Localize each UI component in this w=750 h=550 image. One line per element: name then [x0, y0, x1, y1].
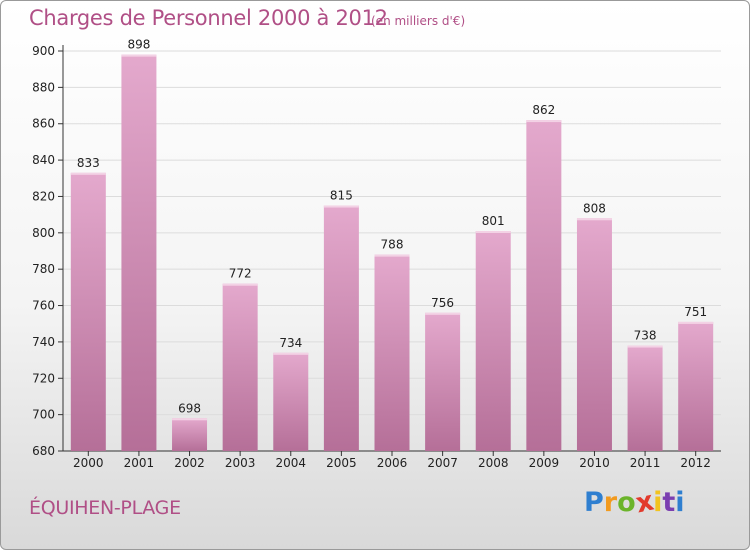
data-label-2009: 862 [532, 103, 555, 117]
bar-2006 [374, 254, 410, 451]
bar-2007 [425, 312, 461, 451]
bar-highlight [526, 120, 562, 123]
x-tick-label: 2012 [680, 456, 711, 470]
bar-chart: 680 700 720 740 760 780 800 820 840 860 880 900 2000… [32, 38, 721, 470]
x-tick-label: 2008 [478, 456, 509, 470]
bar-2002 [172, 418, 208, 451]
data-label-2010: 808 [583, 201, 606, 215]
x-tick-label: 2007 [427, 456, 458, 470]
data-label-2012: 751 [684, 305, 707, 319]
y-tick-label: 720 [32, 371, 55, 385]
data-label-2002: 698 [178, 401, 201, 415]
y-tick-label: 840 [32, 153, 55, 167]
data-label-2008: 801 [482, 214, 505, 228]
bar-highlight [222, 283, 258, 286]
x-tick-label: 2001 [124, 456, 155, 470]
data-label-2001: 898 [127, 38, 150, 52]
bar-2011 [627, 345, 663, 451]
bar-highlight [576, 218, 612, 221]
x-tick-label: 2005 [326, 456, 357, 470]
bar-2010 [576, 218, 612, 451]
data-label-2005: 815 [330, 189, 353, 203]
bar-highlight [374, 254, 410, 257]
x-tick-label: 2006 [377, 456, 408, 470]
bar-highlight [678, 321, 714, 324]
bars [70, 54, 714, 452]
x-tick-label: 2000 [73, 456, 104, 470]
x-tick-label: 2003 [225, 456, 256, 470]
bar-highlight [425, 312, 461, 315]
y-tick-label: 780 [32, 262, 55, 276]
data-label-2007: 756 [431, 296, 454, 310]
location-name: ÉQUIHEN-PLAGE [29, 497, 181, 519]
bar-2009 [526, 120, 562, 451]
x-tick-label: 2011 [630, 456, 661, 470]
x-tick-label: 2002 [174, 456, 205, 470]
data-label-2011: 738 [634, 329, 657, 343]
y-tick-label: 700 [32, 408, 55, 422]
bar-highlight [475, 231, 511, 233]
data-labels: 833 898 698 772 734 815 788 756 801 862 808 738 751 [77, 38, 707, 416]
data-label-2003: 772 [229, 267, 252, 281]
bar-highlight [323, 205, 359, 208]
bar-2000 [70, 172, 106, 451]
proxiti-logo: Proxiti [584, 485, 685, 520]
chart-subtitle: (en milliers d'€) [371, 14, 466, 28]
bar-highlight [172, 418, 208, 421]
data-label-2006: 788 [381, 238, 404, 252]
bar-2003 [222, 283, 258, 451]
y-tick-label: 680 [32, 444, 55, 458]
bar-highlight [273, 352, 309, 355]
bar-highlight [121, 54, 157, 57]
y-tick-label: 880 [32, 80, 55, 94]
bar-2001 [121, 54, 157, 452]
data-label-2004: 734 [279, 336, 302, 350]
bar-2012 [678, 321, 714, 451]
y-tick-label: 820 [32, 189, 55, 203]
x-tick-label: 2009 [529, 456, 560, 470]
y-tick-label: 760 [32, 299, 55, 313]
bar-2004 [273, 352, 309, 451]
x-tick-label: 2004 [275, 456, 306, 470]
bar-2005 [323, 205, 359, 451]
bar-highlight [627, 345, 663, 348]
y-tick-label: 800 [32, 226, 55, 240]
y-tick-label: 740 [32, 335, 55, 349]
bar-2008 [475, 231, 511, 451]
chart-title: Charges de Personnel 2000 à 2012 [29, 6, 388, 30]
y-tick-label: 860 [32, 117, 55, 131]
y-tick-label: 900 [32, 44, 55, 58]
data-label-2000: 833 [77, 156, 100, 170]
x-tick-label: 2010 [579, 456, 610, 470]
bar-highlight [70, 172, 106, 175]
